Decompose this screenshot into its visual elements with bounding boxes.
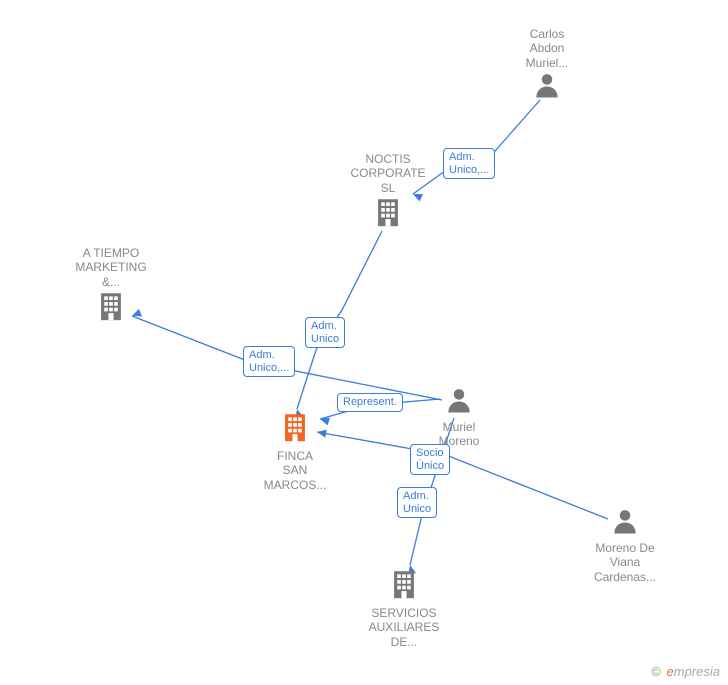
edge-label: Represent. [337, 393, 403, 412]
brand-rest: mpresia [674, 664, 720, 679]
building-icon [371, 195, 405, 234]
brand-first-letter: e [667, 664, 674, 679]
node-label: Carlos Abdon Muriel... [487, 27, 607, 70]
edge-label: Socio Único [410, 444, 450, 475]
footer-copyright: © empresia [651, 664, 720, 679]
building-icon [278, 410, 312, 449]
node-label: FINCA SAN MARCOS... [235, 449, 355, 492]
node-noctis[interactable]: NOCTIS CORPORATE SL [328, 152, 448, 234]
node-moreno[interactable]: Moreno De Viana Cardenas... [565, 506, 685, 584]
node-muriel[interactable]: Muriel Moreno [399, 385, 519, 449]
building-icon [387, 567, 421, 606]
copyright-symbol: © [651, 664, 661, 679]
person-icon [610, 506, 640, 541]
edge-label: Adm. Unico [305, 317, 345, 348]
node-servicios[interactable]: SERVICIOS AUXILIARES DE... [344, 567, 464, 649]
person-icon [532, 70, 562, 105]
node-label: SERVICIOS AUXILIARES DE... [344, 606, 464, 649]
person-icon [444, 385, 474, 420]
edge-label: Adm. Unico,... [443, 148, 495, 179]
node-finca[interactable]: FINCA SAN MARCOS... [235, 410, 355, 492]
building-icon [94, 289, 128, 328]
edge-label: Adm. Unico,... [243, 346, 295, 377]
diagram-canvas: Carlos Abdon Muriel... NOCTIS CORPORATE … [0, 0, 728, 685]
node-atiempo[interactable]: A TIEMPO MARKETING &... [51, 246, 171, 328]
node-label: Moreno De Viana Cardenas... [565, 541, 685, 584]
edge-label: Adm. Unico [397, 487, 437, 518]
node-label: A TIEMPO MARKETING &... [51, 246, 171, 289]
node-label: NOCTIS CORPORATE SL [328, 152, 448, 195]
node-carlos[interactable]: Carlos Abdon Muriel... [487, 27, 607, 105]
